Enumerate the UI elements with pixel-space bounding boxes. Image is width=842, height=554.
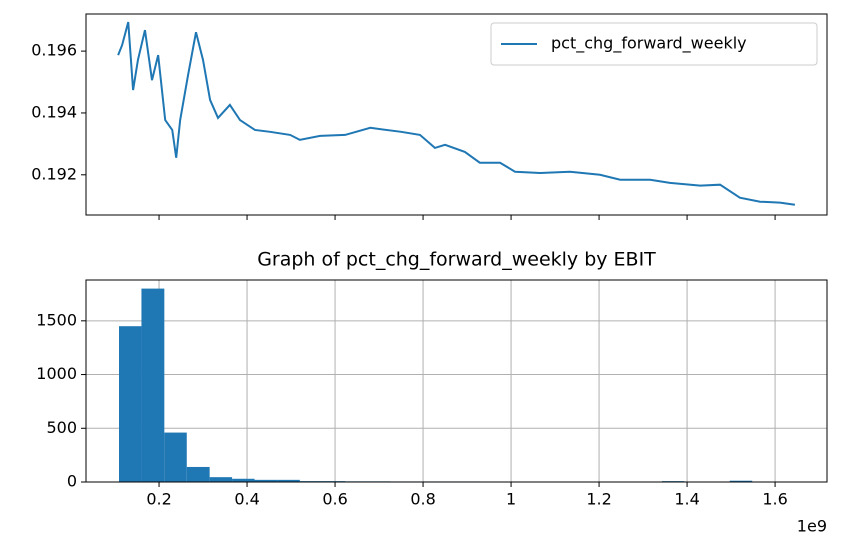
legend-box [490,22,818,66]
y-tick-label: 500 [46,418,77,437]
y-tick-label: 0.192 [31,164,77,183]
x-tick-label: 0.4 [234,490,259,509]
bar [186,466,210,482]
x-tick-label: 0.6 [322,490,347,509]
bar [232,478,255,482]
y-tick-label: 0.194 [31,102,77,121]
axes-frame [85,279,828,483]
bar [164,432,187,482]
x-tick-label: 0.2 [146,490,171,509]
x-tick-label: 1.4 [674,490,699,509]
bar [209,477,233,482]
bar [141,288,165,482]
x-tick-label: 1.6 [762,490,787,509]
y-tick-label: 0.196 [31,41,77,60]
bar [254,479,278,482]
x-offset-label: 1e9 [797,517,827,536]
x-tick-label: 1 [506,490,516,509]
x-tick-label: 1.2 [586,490,611,509]
bar [277,479,300,482]
line [117,21,796,206]
bar [119,326,142,482]
x-tick-label: 0.8 [410,490,435,509]
bar [729,480,753,482]
axes-frame [85,13,828,216]
y-tick-label: 1500 [36,310,77,329]
y-tick-label: 0 [67,472,77,491]
chart-title: Graph of pct_chg_forward_weekly by EBIT [257,249,656,271]
legend-label: pct_chg_forward_weekly [551,34,747,54]
y-tick-label: 1000 [36,364,77,383]
